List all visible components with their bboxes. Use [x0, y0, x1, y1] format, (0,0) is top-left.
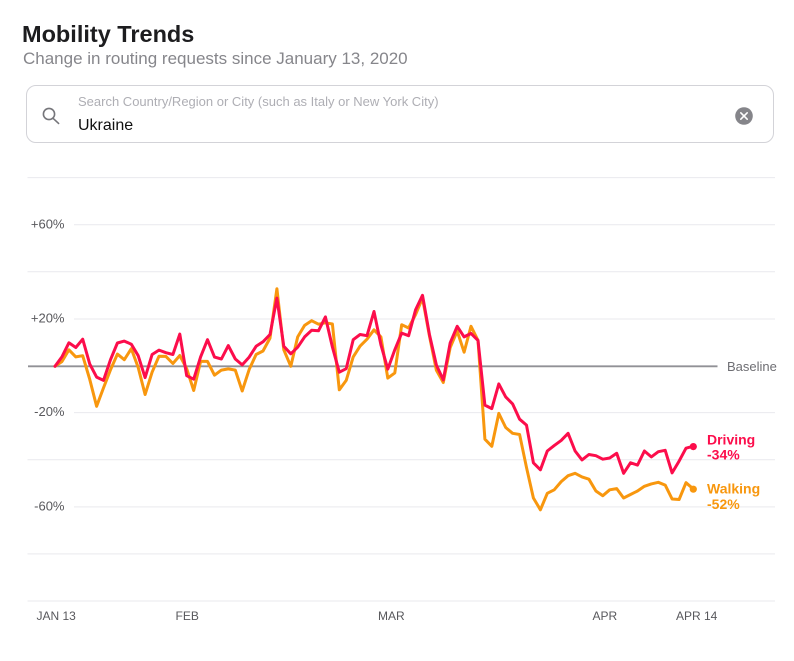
svg-text:-34%: -34% [707, 447, 740, 463]
svg-text:Walking: Walking [707, 481, 760, 497]
svg-text:-60%: -60% [34, 499, 65, 514]
svg-text:APR 14: APR 14 [676, 609, 718, 623]
svg-text:Baseline: Baseline [727, 359, 777, 374]
svg-text:APR: APR [593, 609, 618, 623]
svg-text:-20%: -20% [34, 404, 65, 419]
svg-text:-52%: -52% [707, 496, 740, 512]
svg-text:JAN 13: JAN 13 [37, 609, 77, 623]
svg-text:MAR: MAR [378, 609, 405, 623]
svg-text:Driving: Driving [707, 432, 755, 448]
svg-text:FEB: FEB [176, 609, 199, 623]
svg-text:+20%: +20% [31, 311, 65, 326]
svg-text:+60%: +60% [31, 216, 65, 231]
